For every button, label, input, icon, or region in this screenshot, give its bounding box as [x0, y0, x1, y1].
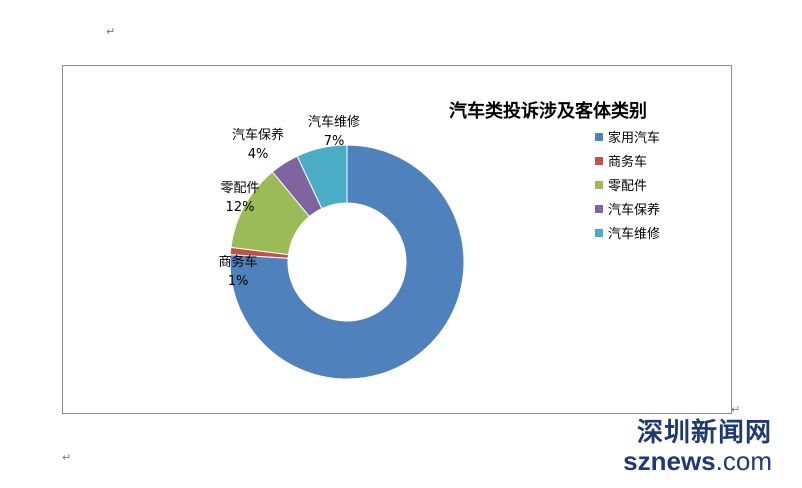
legend-swatch-3 [595, 181, 603, 189]
legend-label-5: 汽车维修 [608, 226, 660, 242]
legend-swatch-4 [595, 205, 603, 213]
watermark-domain-main: sznews [623, 446, 716, 476]
watermark-name: 深圳新闻网 [636, 418, 772, 448]
slice-1[interactable] [229, 144, 465, 380]
data-label-category-2: 商务车 [218, 254, 257, 270]
data-label-percent-2: 1% [228, 274, 249, 289]
donut-chart: 汽车类投诉涉及客体类别 家用汽车76%商务车1%零配件12%汽车保养4%汽车维修… [218, 100, 660, 380]
legend-label-1: 家用汽车 [608, 130, 660, 146]
paragraph-mark-bottom: ↵ [62, 451, 72, 464]
data-label-percent-3: 12% [226, 200, 255, 215]
data-label-category-5: 汽车维修 [308, 114, 360, 130]
watermark-domain: sznews.com [612, 448, 772, 474]
legend-label-4: 汽车保养 [608, 202, 660, 218]
watermark-domain-tld: .com [715, 446, 772, 476]
data-label-percent-4: 4% [248, 147, 269, 162]
data-label-percent-5: 7% [324, 134, 345, 149]
data-label-category-3: 零配件 [220, 181, 259, 196]
chart-title: 汽车类投诉涉及客体类别 [449, 100, 647, 122]
slices [229, 144, 465, 380]
legend-label-3: 零配件 [608, 179, 647, 194]
paragraph-mark-top: ↵ [106, 25, 116, 38]
data-label-category-4: 汽车保养 [232, 127, 284, 143]
legend-swatch-1 [595, 133, 603, 141]
paragraph-mark-frame: ↵ [731, 403, 741, 416]
legend-swatch-2 [595, 157, 603, 165]
legend-label-2: 商务车 [608, 154, 647, 170]
legend-swatch-5 [595, 229, 603, 237]
chart-frame[interactable]: 汽车类投诉涉及客体类别 家用汽车76%商务车1%零配件12%汽车保养4%汽车维修… [62, 65, 732, 414]
sznews-watermark: 深圳新闻网 sznews.com [612, 418, 772, 474]
slice-5[interactable] [296, 144, 348, 210]
